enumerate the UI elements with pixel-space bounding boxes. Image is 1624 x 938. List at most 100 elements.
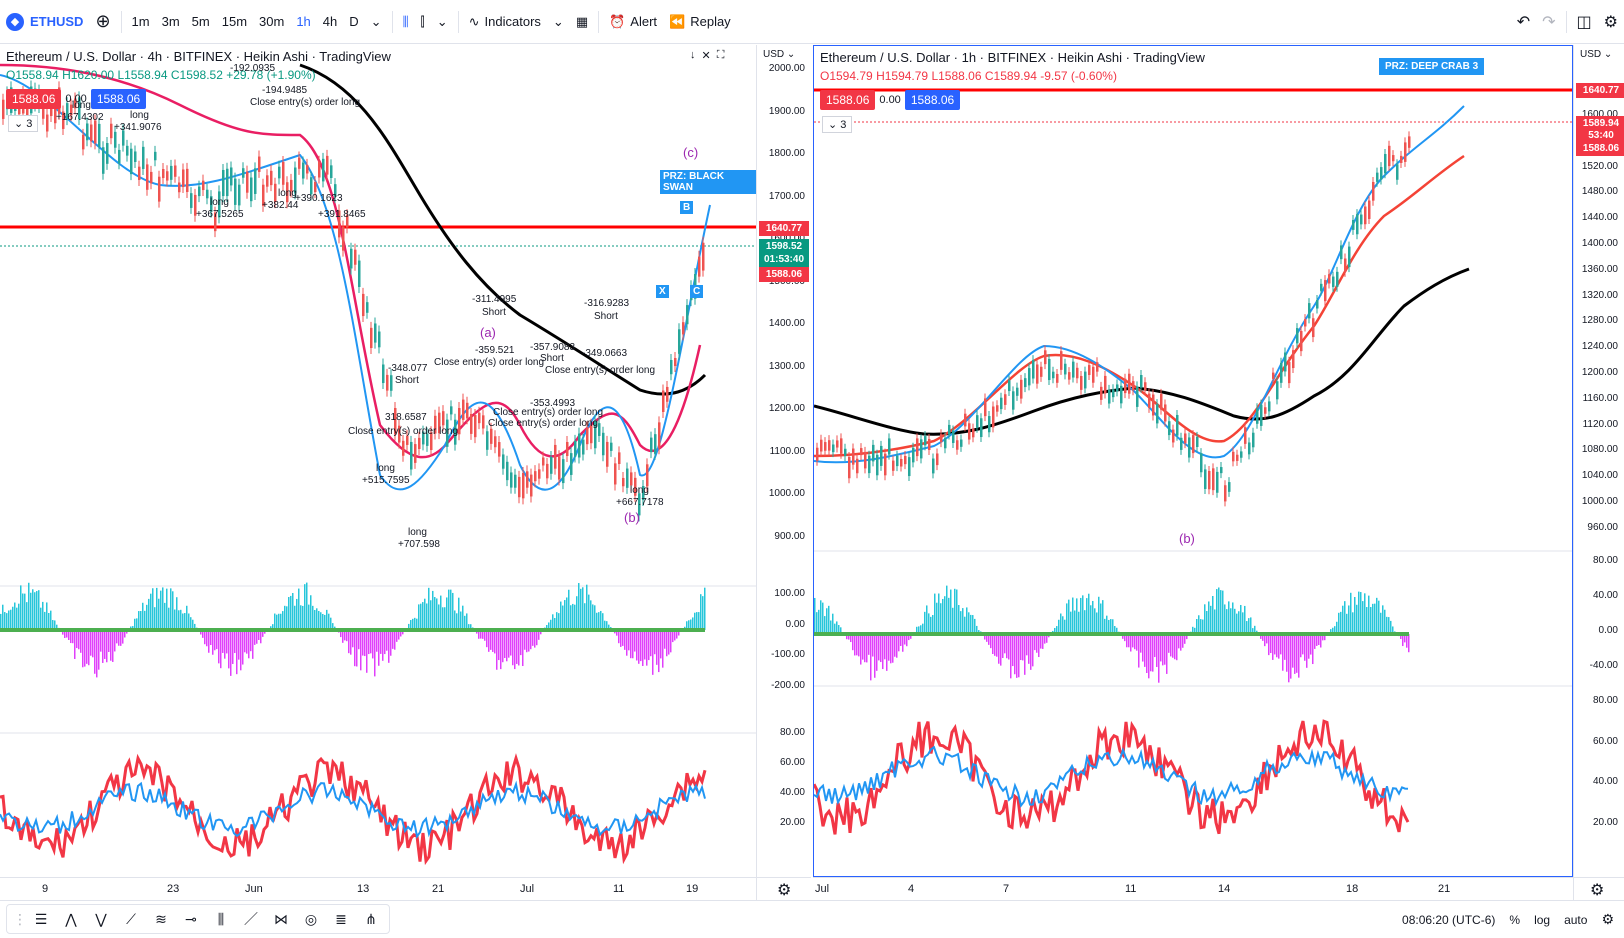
candle-body bbox=[960, 440, 963, 447]
right-axis-currency[interactable]: USD ⌄ bbox=[1580, 49, 1612, 60]
candle-body bbox=[932, 459, 935, 474]
auto-toggle[interactable]: auto bbox=[1564, 913, 1587, 927]
percent-toggle[interactable]: % bbox=[1509, 913, 1520, 927]
vertical-lines-icon[interactable]: ⫼ bbox=[209, 911, 233, 928]
candle-body bbox=[162, 169, 165, 178]
trade-annotation: Close entry(s) order long bbox=[250, 97, 360, 108]
candle-body bbox=[1364, 207, 1367, 225]
histogram-bar bbox=[866, 634, 868, 662]
histogram-bar bbox=[276, 615, 278, 630]
candle-body bbox=[534, 471, 537, 481]
histogram-bar bbox=[1018, 634, 1020, 677]
settings-gear-icon[interactable]: ⚙ bbox=[1598, 0, 1624, 44]
histogram-bar bbox=[1196, 619, 1198, 634]
symbol-search-button[interactable]: ◆ ETHUSD bbox=[0, 0, 89, 43]
chart-type-chevron-icon[interactable]: ⌄ bbox=[431, 0, 454, 43]
bar-style-icon[interactable]: ⫼ bbox=[397, 0, 415, 43]
left-sell-button[interactable]: 1588.06 bbox=[6, 89, 61, 109]
elliott-wave-icon[interactable]: ⋁ bbox=[89, 911, 113, 928]
histogram-bar bbox=[160, 591, 162, 630]
left-collapse-button[interactable]: ⌄ 3 bbox=[8, 115, 38, 132]
left-axis-currency[interactable]: USD ⌄ bbox=[763, 49, 795, 60]
histogram-bar bbox=[188, 613, 190, 630]
split-layout-icon[interactable]: ◫ bbox=[1571, 0, 1598, 44]
candle-body bbox=[1060, 351, 1063, 370]
indicators-button[interactable]: ∿ Indicators bbox=[463, 0, 547, 43]
histogram-bar bbox=[638, 630, 640, 664]
xabcd-pattern-icon[interactable]: ⋈ bbox=[269, 911, 293, 928]
candle-body bbox=[904, 456, 907, 464]
right-collapse-button[interactable]: ⌄ 3 bbox=[822, 116, 852, 133]
undo-icon[interactable]: ↶ bbox=[1511, 0, 1536, 44]
candle-style-icon[interactable]: ⫿ bbox=[415, 0, 431, 43]
left-buy-button[interactable]: 1588.06 bbox=[91, 89, 146, 109]
candle-body bbox=[278, 167, 281, 179]
time-tick-label: 9 bbox=[42, 883, 48, 895]
candle-body bbox=[1236, 455, 1239, 461]
candle-body bbox=[202, 181, 205, 190]
abc-pattern-icon[interactable]: ⋀ bbox=[59, 911, 83, 928]
interval-15m[interactable]: 15m bbox=[216, 0, 253, 43]
right-chart-pane[interactable]: Ethereum / U.S. Dollar · 1h · BITFINEX ·… bbox=[813, 45, 1573, 877]
histogram-bar bbox=[1222, 591, 1224, 634]
settings-gear-icon[interactable]: ⚙ bbox=[1601, 911, 1614, 928]
alert-button[interactable]: ⏰ Alert bbox=[603, 0, 663, 43]
fib-extension-icon[interactable]: ≣ bbox=[329, 911, 353, 928]
maximize-pane-icon[interactable]: ⛶ bbox=[717, 49, 725, 62]
histogram-bar bbox=[362, 630, 364, 656]
candle-body bbox=[1052, 372, 1055, 379]
layout-grid-icon[interactable]: ▦ bbox=[570, 0, 594, 43]
log-toggle[interactable]: log bbox=[1534, 913, 1550, 927]
interval-1m[interactable]: 1m bbox=[126, 0, 156, 43]
right-sell-button[interactable]: 1588.06 bbox=[820, 90, 875, 110]
indicators-chevron-icon[interactable]: ⌄ bbox=[547, 0, 570, 43]
clock-time[interactable]: 08:06:20 (UTC-6) bbox=[1402, 913, 1495, 927]
histogram-bar bbox=[1280, 634, 1282, 654]
candle-body bbox=[554, 445, 557, 469]
right-chart-settings-gear-icon[interactable]: ⚙ bbox=[1590, 880, 1604, 900]
fib-channel-icon[interactable]: ≋ bbox=[149, 911, 173, 928]
histogram-bar bbox=[1142, 634, 1144, 662]
histogram-bar bbox=[0, 614, 2, 630]
candle-body bbox=[506, 462, 509, 480]
histogram-bar bbox=[1366, 607, 1368, 634]
right-price-axis[interactable]: USD ⌄ 1600.001560.001520.001480.001440.0… bbox=[1573, 45, 1624, 877]
interval-30m[interactable]: 30m bbox=[253, 0, 290, 43]
left-price-axis[interactable]: USD ⌄ 2000.001900.001800.001700.001600.0… bbox=[756, 45, 811, 877]
alarm-clock-icon: ⏰ bbox=[609, 14, 625, 30]
interval-dropdown-chevron-icon[interactable]: ⌄ bbox=[365, 0, 388, 43]
left-chart-settings-gear-icon[interactable]: ⚙ bbox=[777, 880, 791, 900]
candle-body bbox=[876, 455, 879, 476]
left-chart-pane[interactable]: Ethereum / U.S. Dollar · 4h · BITFINEX ·… bbox=[0, 45, 756, 877]
right-buy-button[interactable]: 1588.06 bbox=[905, 90, 960, 110]
redo-icon[interactable]: ↷ bbox=[1536, 0, 1561, 44]
compare-add-symbol-icon[interactable]: ⊕ bbox=[89, 0, 116, 43]
histogram-bar bbox=[1028, 634, 1030, 664]
replay-button[interactable]: ⏪ Replay bbox=[663, 0, 737, 43]
interval-3m[interactable]: 3m bbox=[156, 0, 186, 43]
interval-1h[interactable]: 1h bbox=[290, 0, 316, 43]
histogram-bar bbox=[450, 590, 452, 630]
line-tool-icon[interactable]: ／ bbox=[239, 909, 263, 929]
close-pane-icon[interactable]: ✕ bbox=[702, 49, 711, 62]
candle-body bbox=[602, 433, 605, 455]
histogram-bar bbox=[84, 630, 86, 667]
histogram-bar bbox=[654, 630, 656, 654]
candle-body bbox=[1016, 388, 1019, 396]
scroll-down-icon[interactable]: ↓ bbox=[690, 49, 696, 62]
drag-handle-icon[interactable]: ⋮ bbox=[13, 911, 23, 928]
trend-line-icon[interactable]: ⟋ bbox=[119, 911, 143, 928]
price-tick-label: 1300.00 bbox=[769, 361, 805, 372]
horizontal-lines-icon[interactable]: ☰ bbox=[29, 911, 53, 928]
interval-d[interactable]: D bbox=[343, 0, 364, 43]
interval-4h[interactable]: 4h bbox=[317, 0, 343, 43]
fib-spiral-icon[interactable]: ◎ bbox=[299, 911, 323, 928]
candle-body bbox=[582, 440, 585, 455]
histogram-bar bbox=[364, 630, 366, 656]
horizontal-ray-icon[interactable]: ⊸ bbox=[179, 911, 203, 928]
histogram-bar bbox=[818, 610, 820, 634]
pitchfork-icon[interactable]: ⋔ bbox=[359, 911, 383, 928]
interval-5m[interactable]: 5m bbox=[186, 0, 216, 43]
